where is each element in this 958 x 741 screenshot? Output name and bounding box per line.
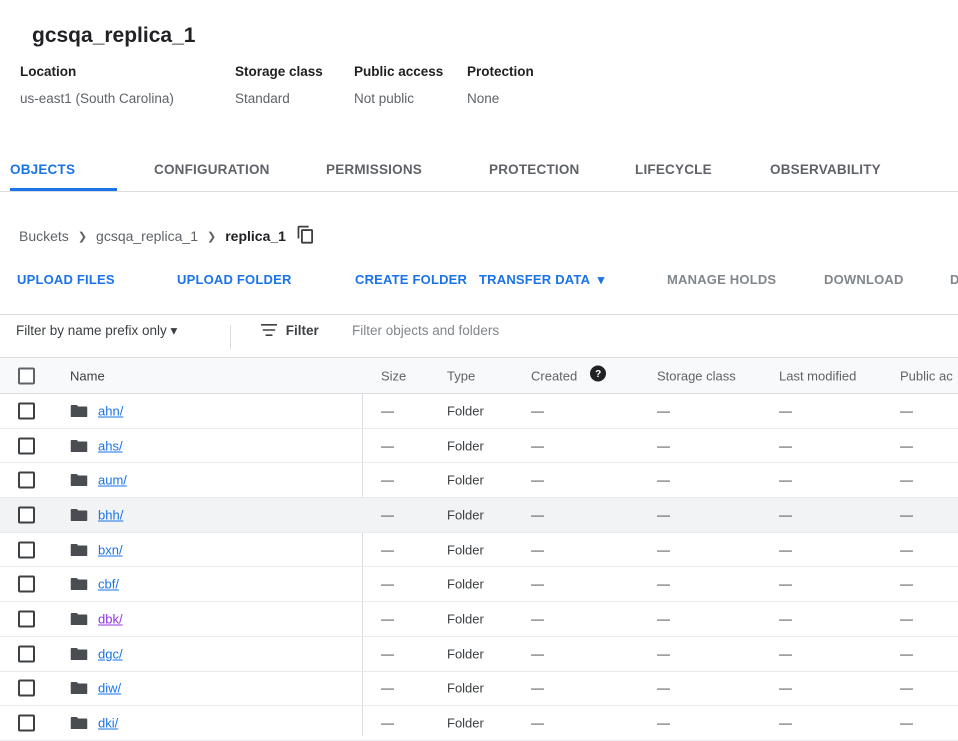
svg-text:?: ? <box>595 368 601 379</box>
